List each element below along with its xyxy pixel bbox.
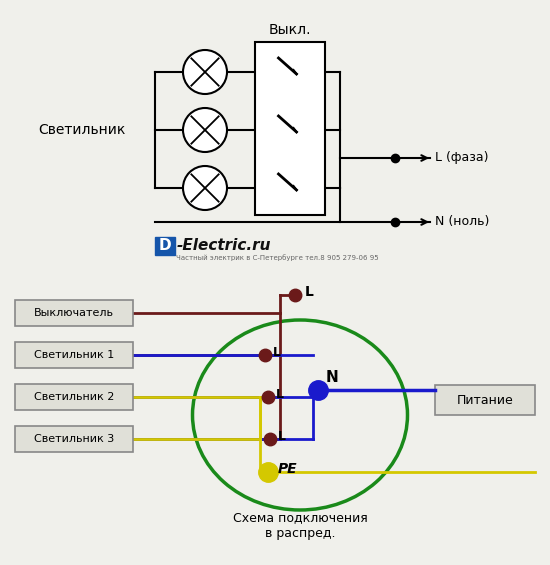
Text: N (ноль): N (ноль) [435, 215, 490, 228]
Text: L: L [273, 346, 281, 359]
Bar [15, 300, 133, 326]
Text: L: L [276, 388, 284, 401]
Text: Светильник 1: Светильник 1 [34, 350, 114, 360]
Text: в распред.: в распред. [265, 527, 336, 540]
Text: -Electric.ru: -Electric.ru [177, 238, 272, 254]
Text: PE: PE [278, 462, 298, 476]
Text: N: N [326, 371, 339, 385]
Circle shape [183, 108, 227, 152]
Text: Выключатель: Выключатель [34, 308, 114, 318]
Text: Светильник 2: Светильник 2 [34, 392, 114, 402]
Bar [15, 384, 133, 410]
Text: L: L [305, 285, 314, 299]
Bar [435, 385, 535, 415]
Text: Светильник: Светильник [38, 123, 125, 137]
Circle shape [183, 50, 227, 94]
Bar [255, 42, 325, 215]
Text: Схема подключения: Схема подключения [233, 511, 367, 524]
Text: Выкл.: Выкл. [269, 23, 311, 37]
Text: Частный электрик в С-Петербурге тел.8 905 279-06 95: Частный электрик в С-Петербурге тел.8 90… [175, 255, 378, 262]
Bar [15, 426, 133, 452]
Text: D: D [159, 238, 171, 254]
Text: L (фаза): L (фаза) [435, 151, 488, 164]
Text: L: L [278, 429, 286, 442]
Bar [15, 342, 133, 368]
Circle shape [183, 166, 227, 210]
Text: Питание: Питание [456, 393, 513, 406]
Text: Светильник 3: Светильник 3 [34, 434, 114, 444]
Bar [155, 237, 175, 255]
